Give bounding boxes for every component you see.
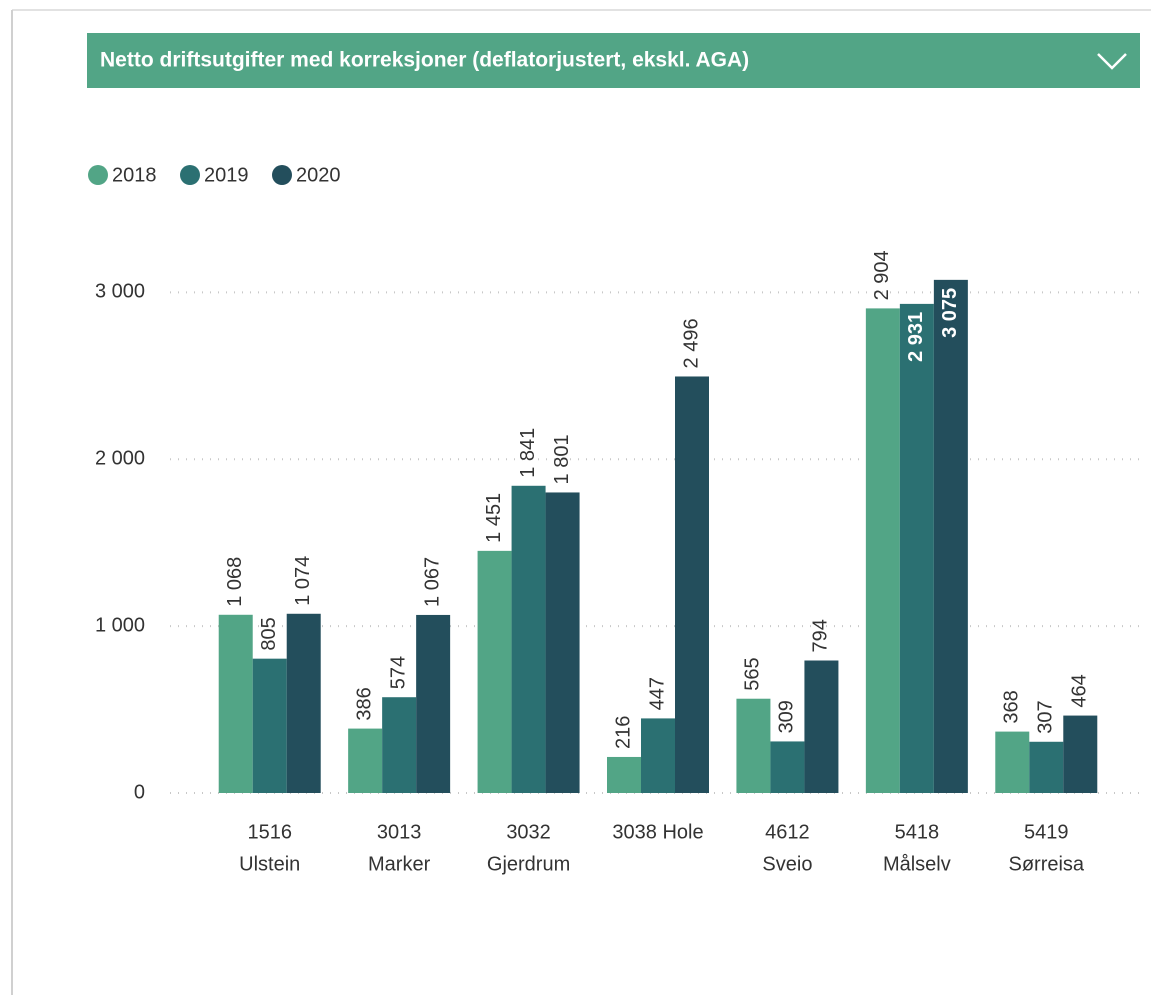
bar [348,728,383,793]
bar [1063,715,1098,793]
data-label: 1 067 [421,557,443,607]
bar [286,613,321,793]
bar [477,550,512,793]
x-tick-label: 5419 [1024,821,1069,843]
y-tick-label: 1 000 [95,614,145,636]
data-label: 216 [612,716,634,749]
x-tick-label: 1516 [247,821,292,843]
bar [511,485,546,793]
bar [416,614,451,793]
data-label: 574 [387,656,409,689]
legend-label: 2019 [204,164,249,186]
bar [899,303,934,793]
x-tick-label: Ulstein [239,853,300,875]
x-tick-label: 3032 [506,821,551,843]
data-label: 1 801 [551,434,573,484]
data-label: 1 068 [224,557,246,607]
data-label: 447 [646,677,668,710]
bar [865,308,900,793]
data-label: 2 931 [905,312,927,362]
x-tick-label: Gjerdrum [487,853,570,875]
x-tick-label: 4612 [765,821,810,843]
data-label: 794 [810,619,832,652]
data-label: 565 [742,657,764,690]
bar [382,697,417,793]
x-tick-label: Sveio [762,853,812,875]
bar [218,614,253,793]
bar [675,376,709,793]
chart-title: Netto driftsutgifter med korreksjoner (d… [100,49,749,72]
data-label: 3 075 [939,288,961,338]
header-bar[interactable] [87,33,1140,88]
bar [1029,741,1064,793]
data-label: 386 [353,687,375,720]
bar [252,658,287,793]
data-label: 307 [1035,700,1057,733]
bar [736,698,771,793]
legend-label: 2018 [112,164,157,186]
legend-marker [88,165,108,185]
bar [804,660,839,793]
bar [607,756,641,793]
legend-marker [180,165,200,185]
data-label: 805 [258,617,280,650]
data-label: 2 496 [680,318,702,368]
y-tick-label: 3 000 [95,281,145,303]
data-label: 368 [1001,690,1023,723]
bar [545,492,580,793]
x-tick-label: Målselv [883,853,951,875]
data-label: 464 [1069,674,1091,707]
y-tick-label: 0 [134,781,145,803]
x-tick-label: Sørreisa [1008,853,1084,875]
x-tick-label: 5418 [895,821,940,843]
data-label: 309 [776,700,798,733]
dropdown-chevron[interactable] [1097,53,1127,70]
data-label: 1 074 [292,556,314,606]
bar [641,718,675,793]
legend-label: 2020 [296,164,341,186]
x-tick-label: 3013 [377,821,422,843]
bar [770,741,805,793]
data-label: 1 451 [483,493,505,543]
bar [933,279,968,793]
bar [995,731,1030,793]
x-tick-label: 3038 Hole [612,821,703,843]
data-label: 1 841 [517,428,539,478]
data-label: 2 904 [871,250,893,300]
y-tick-label: 2 000 [95,448,145,470]
legend-marker [272,165,292,185]
x-tick-label: Marker [368,853,431,875]
